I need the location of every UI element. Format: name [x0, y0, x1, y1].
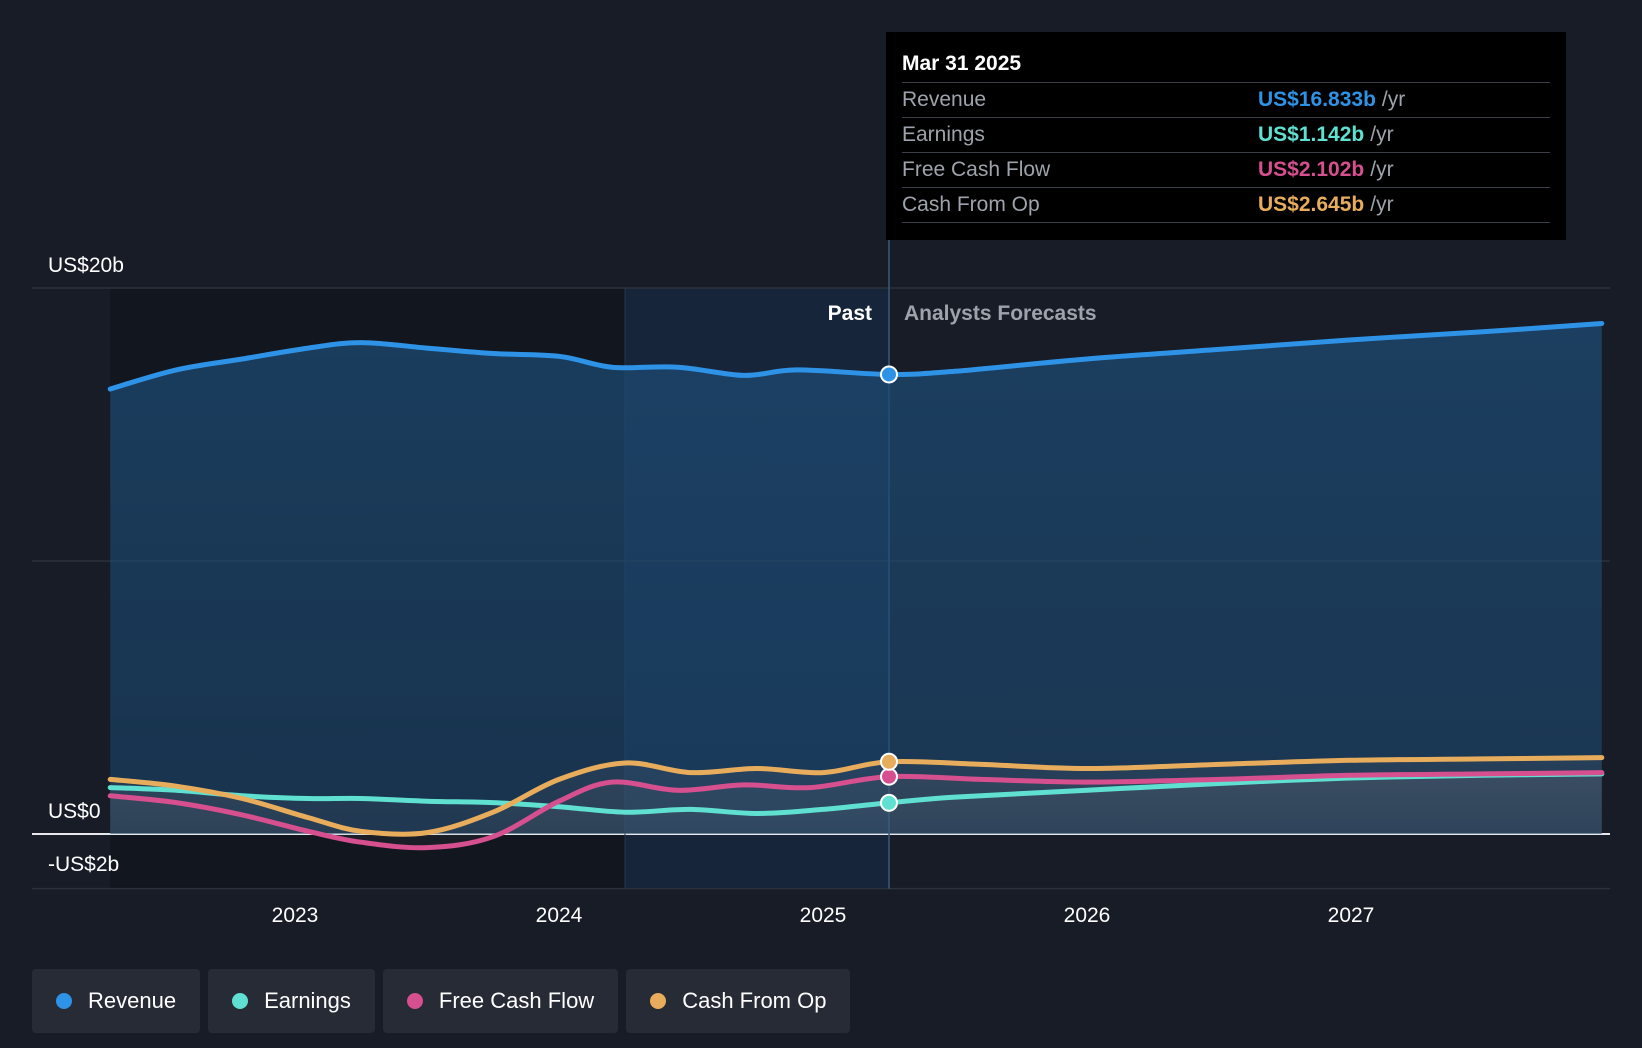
past-label: Past — [828, 302, 872, 325]
y-label-bottom: -US$2b — [48, 853, 119, 876]
tooltip-row-cash-from-op: Cash From Op US$2.645b /yr — [902, 187, 1550, 223]
cash-from-op-line — [107, 755, 1605, 837]
earnings-line — [107, 771, 1605, 816]
tooltip-row-free-cash-flow: Free Cash Flow US$2.102b /yr — [902, 152, 1550, 187]
tooltip-value: US$2.645b — [1258, 193, 1365, 216]
tooltip-row-revenue: Revenue US$16.833b /yr — [902, 82, 1550, 117]
tooltip-label: Free Cash Flow — [902, 158, 1051, 181]
legend-item-earnings[interactable]: Earnings — [208, 969, 375, 1033]
tooltip-value: US$16.833b — [1258, 88, 1376, 111]
x-tick-label: 2023 — [272, 904, 319, 927]
tooltip-unit: /yr — [1370, 158, 1394, 181]
tooltip-unit: /yr — [1370, 193, 1394, 216]
x-tick-label: 2027 — [1328, 904, 1375, 927]
legend-item-revenue[interactable]: Revenue — [32, 969, 201, 1033]
legend-dot-icon — [56, 993, 72, 1009]
legend: Revenue Earnings Free Cash Flow Cash Fro… — [32, 969, 851, 1033]
legend-dot-icon — [406, 993, 423, 1009]
y-label-zero: US$0 — [48, 800, 101, 823]
tooltip-label: Earnings — [902, 123, 985, 146]
free-cash-flow-marker — [880, 767, 898, 786]
forecast-label: Analysts Forecasts — [904, 302, 1097, 325]
tooltip-value: US$1.142b — [1258, 123, 1365, 146]
legend-label: Free Cash Flow — [438, 988, 595, 1013]
revenue-area — [110, 323, 1602, 834]
x-tick-label: 2025 — [800, 904, 847, 927]
revenue-marker — [880, 365, 898, 384]
legend-dot-icon — [650, 993, 667, 1009]
tooltip-label: Cash From Op — [902, 193, 1040, 216]
tooltip-unit: /yr — [1370, 123, 1394, 146]
tooltip-label: Revenue — [902, 88, 987, 111]
tooltip-row-earnings: Earnings US$1.142b /yr — [902, 117, 1550, 152]
legend-item-cash-from-op[interactable]: Cash From Op — [626, 969, 851, 1033]
legend-dot-icon — [232, 993, 249, 1009]
legend-item-free-cash-flow[interactable]: Free Cash Flow — [382, 969, 619, 1033]
tooltip: Mar 31 2025 Revenue US$16.833b /yr Earni… — [886, 32, 1566, 240]
y-label-top: US$20b — [48, 254, 124, 277]
x-tick-label: 2024 — [536, 904, 583, 927]
free-cash-flow-line — [107, 770, 1605, 851]
legend-label: Revenue — [88, 988, 177, 1013]
tooltip-date: Mar 31 2025 — [902, 52, 1022, 75]
x-tick-label: 2026 — [1064, 904, 1111, 927]
tooltip-value: US$2.102b — [1258, 158, 1365, 181]
cash-from-op-marker — [880, 752, 898, 771]
legend-label: Earnings — [264, 988, 351, 1013]
earnings-marker — [880, 793, 898, 812]
revenue-line — [107, 321, 1605, 392]
tooltip-unit: /yr — [1381, 88, 1406, 111]
legend-label: Cash From Op — [682, 988, 827, 1013]
